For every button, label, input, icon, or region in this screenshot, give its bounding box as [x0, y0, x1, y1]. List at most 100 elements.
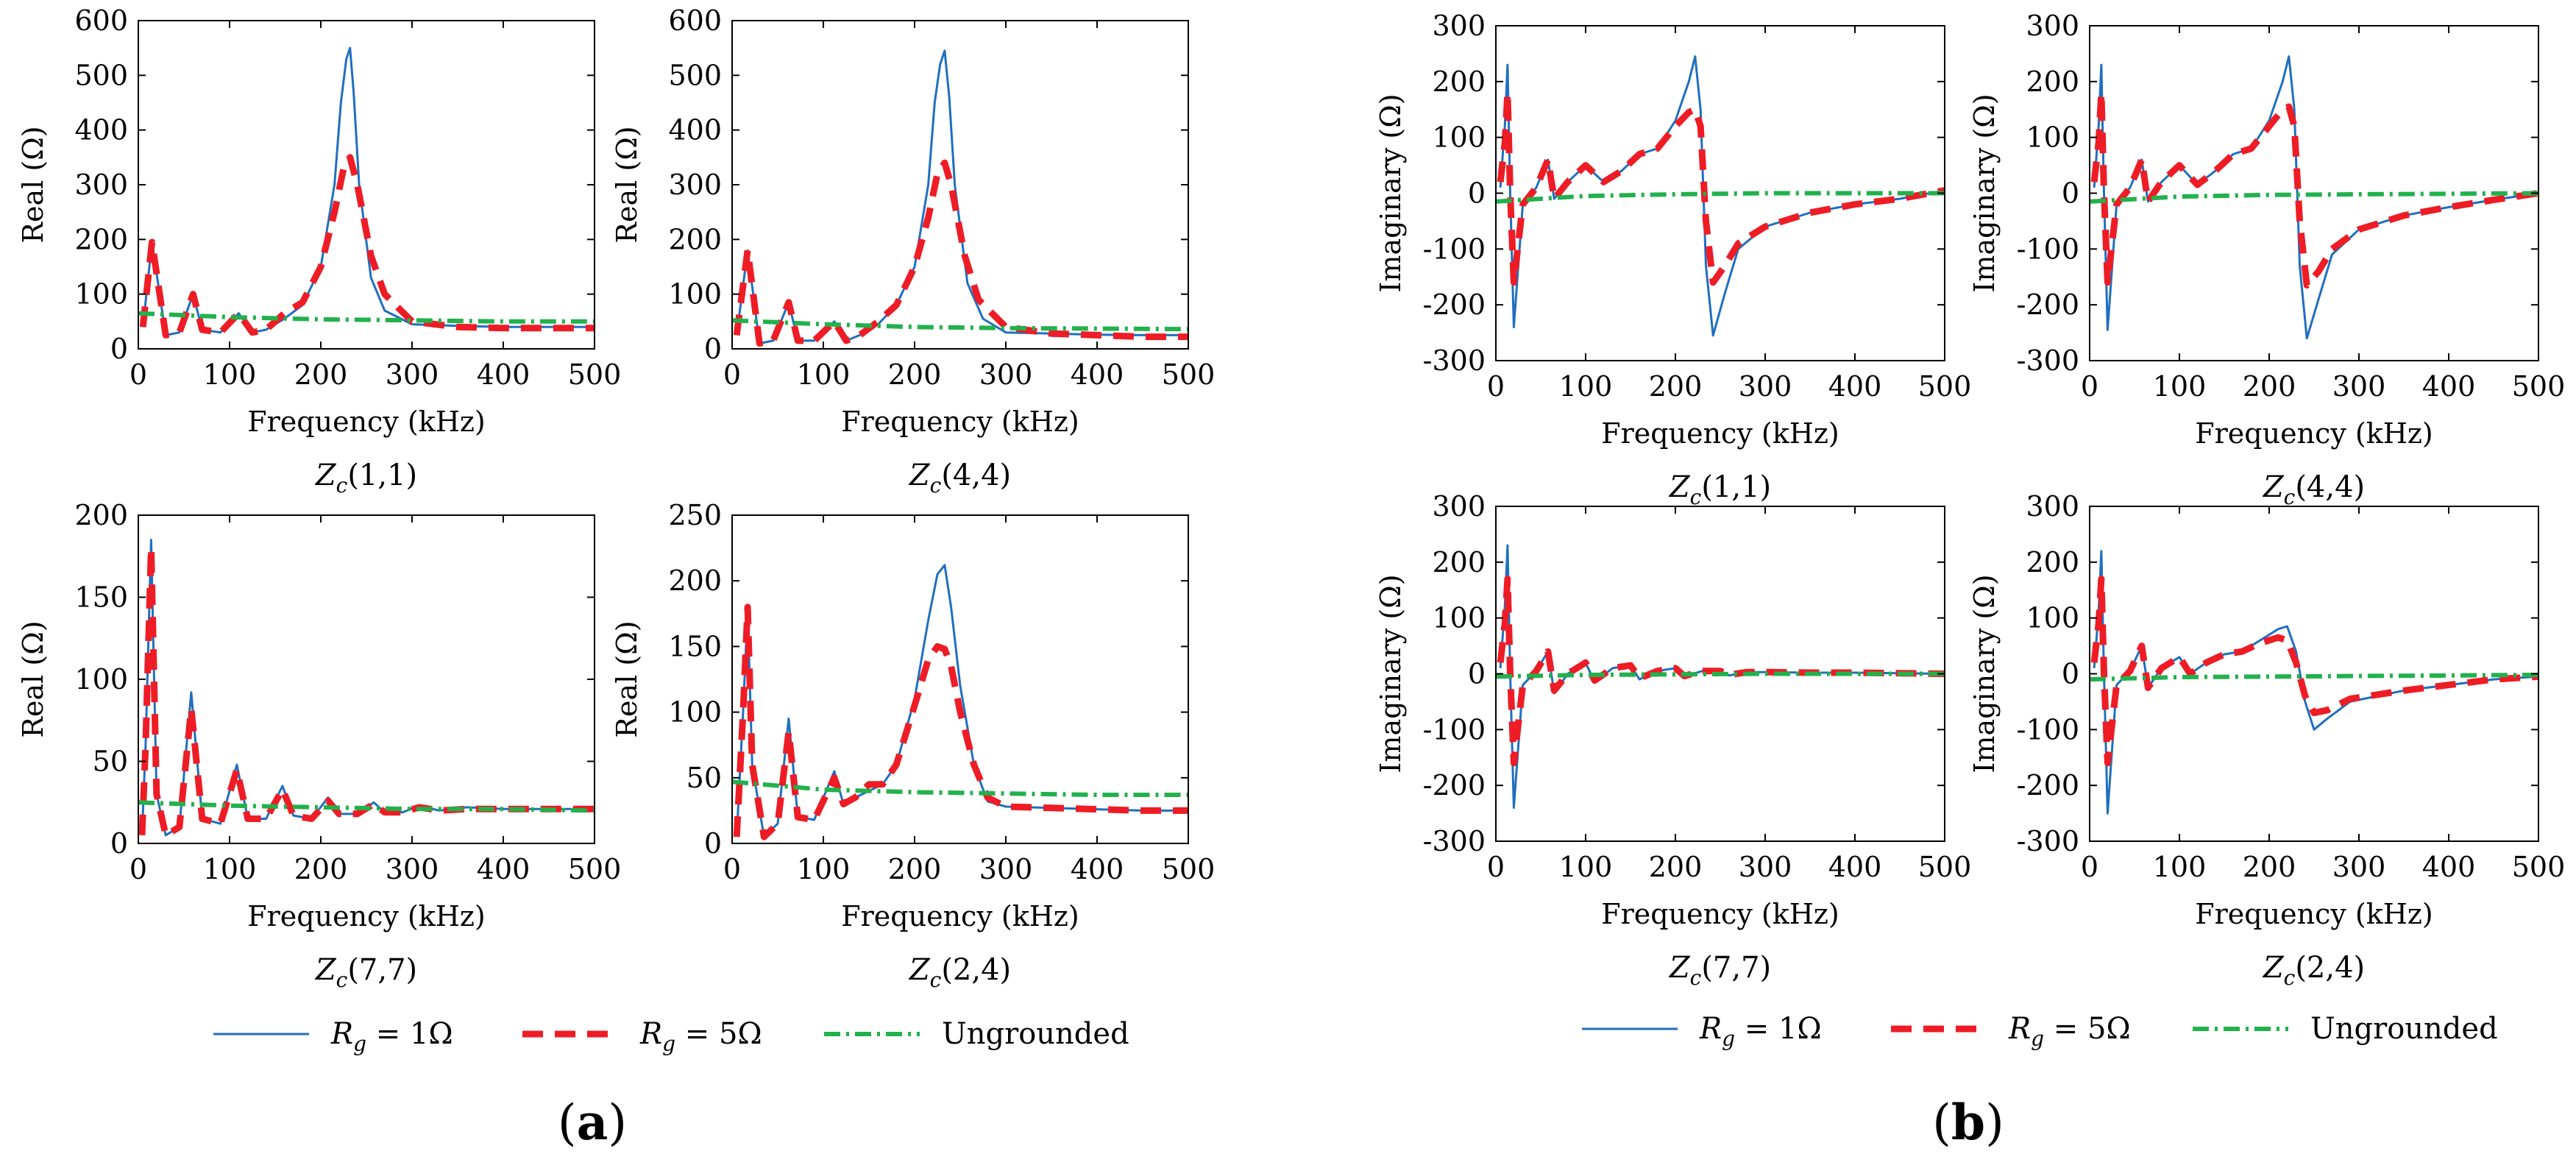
y-tick-label-b77-6: 300: [1432, 490, 1486, 523]
x-tick-label-a11-3: 300: [386, 358, 439, 391]
x-tick-label-a24-3: 300: [979, 853, 1033, 885]
series-line-a44-1: [733, 159, 1188, 347]
x-tick-label-b77-5: 500: [1918, 851, 1972, 883]
x-tick-label-a24-5: 500: [1162, 853, 1216, 885]
x-tick-label-b24-1: 100: [2153, 851, 2207, 883]
y-tick-label-a11-2: 200: [74, 223, 128, 255]
y-tick-label-a77-1: 50: [93, 746, 128, 778]
x-axis-label-a77: Frequency (kHz): [247, 900, 485, 932]
y-tick-label-b44-4: 100: [2026, 121, 2079, 154]
y-tick-label-a24-3: 150: [668, 630, 722, 662]
chart-caption-a77: Zc(7,7): [314, 953, 417, 992]
x-tick-label-a11-1: 100: [203, 358, 257, 391]
y-axis-label-a24: Real (Ω): [611, 620, 643, 737]
y-tick-label-a77-0: 0: [110, 827, 128, 860]
x-tick-label-b24-5: 500: [2512, 851, 2566, 883]
y-tick-label-a24-0: 0: [704, 827, 722, 860]
x-tick-label-b11-4: 400: [1828, 370, 1882, 403]
y-tick-label-b77-4: 100: [1432, 602, 1486, 634]
y-tick-label-a77-2: 100: [74, 663, 128, 695]
y-tick-label-b44-1: -200: [2017, 288, 2079, 321]
y-tick-label-b24-1: -200: [2017, 769, 2079, 801]
x-tick-label-b44-3: 300: [2332, 370, 2386, 403]
chart-caption-a24: Zc(2,4): [908, 953, 1011, 992]
legend-label-legend-b-2: Ungrounded: [2310, 1012, 2498, 1046]
y-tick-label-b77-0: -300: [1423, 825, 1486, 857]
chart-caption-b44: Zc(4,4): [2262, 470, 2365, 509]
y-tick-label-b11-4: 100: [1432, 121, 1486, 154]
x-axis-label-b11: Frequency (kHz): [1601, 417, 1839, 450]
chart-b44: 0 100 200 300 400 500 -300 -200 -100 0 100 200 300 Fr…: [1968, 10, 2565, 509]
x-axis-label-a44: Frequency (kHz): [841, 406, 1079, 438]
legend-b: Rg = 1Ω Rg = 5Ω Ungrounded: [1582, 1012, 2498, 1051]
y-tick-label-a77-4: 200: [74, 499, 128, 531]
y-axis-label-b24: Imaginary (Ω): [1968, 574, 2001, 773]
legend-label-legend-a-1: Rg = 5Ω: [639, 1017, 762, 1056]
x-tick-label-b44-2: 200: [2243, 370, 2296, 403]
legend-a: Rg = 1Ω Rg = 5Ω Ungrounded: [213, 1017, 1129, 1056]
x-tick-label-b24-0: 0: [2081, 851, 2098, 883]
chart-b11: 0 100 200 300 400 500 -300 -200 -100 0 100 200 300 Fr…: [1374, 10, 1971, 509]
y-tick-label-a11-6: 600: [74, 4, 128, 37]
y-axis-label-b77: Imaginary (Ω): [1374, 574, 1407, 773]
chart-caption-b11: Zc(1,1): [1668, 470, 1771, 509]
plot-frame-a11: [138, 20, 595, 350]
chart-a11: 0 100 200 300 400 500 0 100 200 300 400 500 600 Frequ…: [17, 4, 621, 498]
x-tick-label-b44-0: 0: [2081, 370, 2098, 403]
series-line-a24-1: [733, 603, 1188, 840]
x-tick-label-a77-5: 500: [568, 853, 622, 885]
x-tick-label-b24-3: 300: [2332, 851, 2386, 883]
y-tick-label-a11-5: 500: [74, 59, 128, 91]
y-tick-label-a11-0: 0: [110, 333, 128, 365]
x-axis-label-a11: Frequency (kHz): [247, 406, 485, 438]
series-line-a11-0: [141, 46, 595, 336]
y-axis-label-a44: Real (Ω): [611, 126, 643, 243]
x-tick-label-b24-2: 200: [2243, 851, 2296, 883]
x-tick-label-b11-1: 100: [1559, 370, 1613, 403]
y-tick-label-a44-3: 300: [668, 169, 722, 201]
y-tick-label-b11-0: -300: [1423, 344, 1486, 377]
panel-label-b: (b): [1932, 1094, 2004, 1151]
series-line-b77-1: [1497, 576, 1945, 767]
legend-label-legend-b-1: Rg = 5Ω: [2008, 1012, 2131, 1051]
x-tick-label-a77-4: 400: [477, 853, 531, 885]
y-tick-label-a44-1: 100: [668, 278, 722, 311]
x-tick-label-a24-0: 0: [723, 853, 741, 885]
y-tick-label-a44-2: 200: [668, 223, 722, 255]
x-tick-label-a11-4: 400: [477, 358, 531, 391]
series-line-a24-0: [735, 564, 1188, 838]
x-tick-label-a44-5: 500: [1162, 358, 1216, 391]
y-tick-label-a44-5: 500: [668, 59, 722, 91]
x-tick-label-b44-1: 100: [2153, 370, 2207, 403]
series-line-b44-1: [2090, 89, 2538, 289]
y-tick-label-b24-3: 0: [2062, 658, 2079, 690]
legend-label-legend-b-0: Rg = 1Ω: [1699, 1012, 1822, 1051]
x-tick-label-a11-5: 500: [568, 358, 622, 391]
y-tick-label-b77-2: -100: [1423, 713, 1486, 746]
y-tick-label-b11-6: 300: [1432, 10, 1486, 42]
y-tick-label-b77-5: 200: [1432, 546, 1486, 578]
x-tick-label-a11-0: 0: [129, 358, 147, 391]
y-tick-label-b24-0: -300: [2017, 825, 2079, 857]
y-tick-label-a44-4: 400: [668, 114, 722, 146]
y-tick-label-a24-2: 100: [668, 696, 722, 729]
plot-frame-a77: [138, 514, 595, 844]
x-tick-label-a44-1: 100: [797, 358, 851, 391]
y-tick-label-b44-0: -300: [2017, 344, 2079, 377]
x-tick-label-b77-3: 300: [1739, 851, 1792, 883]
series-line-b24-2: [2090, 673, 2538, 682]
x-tick-label-b11-3: 300: [1739, 370, 1792, 403]
x-tick-label-a77-0: 0: [129, 853, 147, 885]
legend-label-legend-a-2: Ungrounded: [942, 1017, 1129, 1051]
y-tick-label-b24-6: 300: [2026, 490, 2079, 523]
x-tick-label-b77-0: 0: [1487, 851, 1505, 883]
chart-a24: 0 100 200 300 400 500 0 50 100 150 200 250 Frequency…: [611, 499, 1215, 992]
chart-caption-b24: Zc(2,4): [2262, 951, 2365, 990]
x-tick-label-b44-5: 500: [2512, 370, 2566, 403]
x-axis-label-a24: Frequency (kHz): [841, 900, 1079, 932]
x-tick-label-a44-0: 0: [723, 358, 741, 391]
series-line-b24-1: [2090, 576, 2538, 767]
y-tick-label-a44-6: 600: [668, 4, 722, 37]
y-tick-label-b11-2: -100: [1423, 233, 1486, 265]
